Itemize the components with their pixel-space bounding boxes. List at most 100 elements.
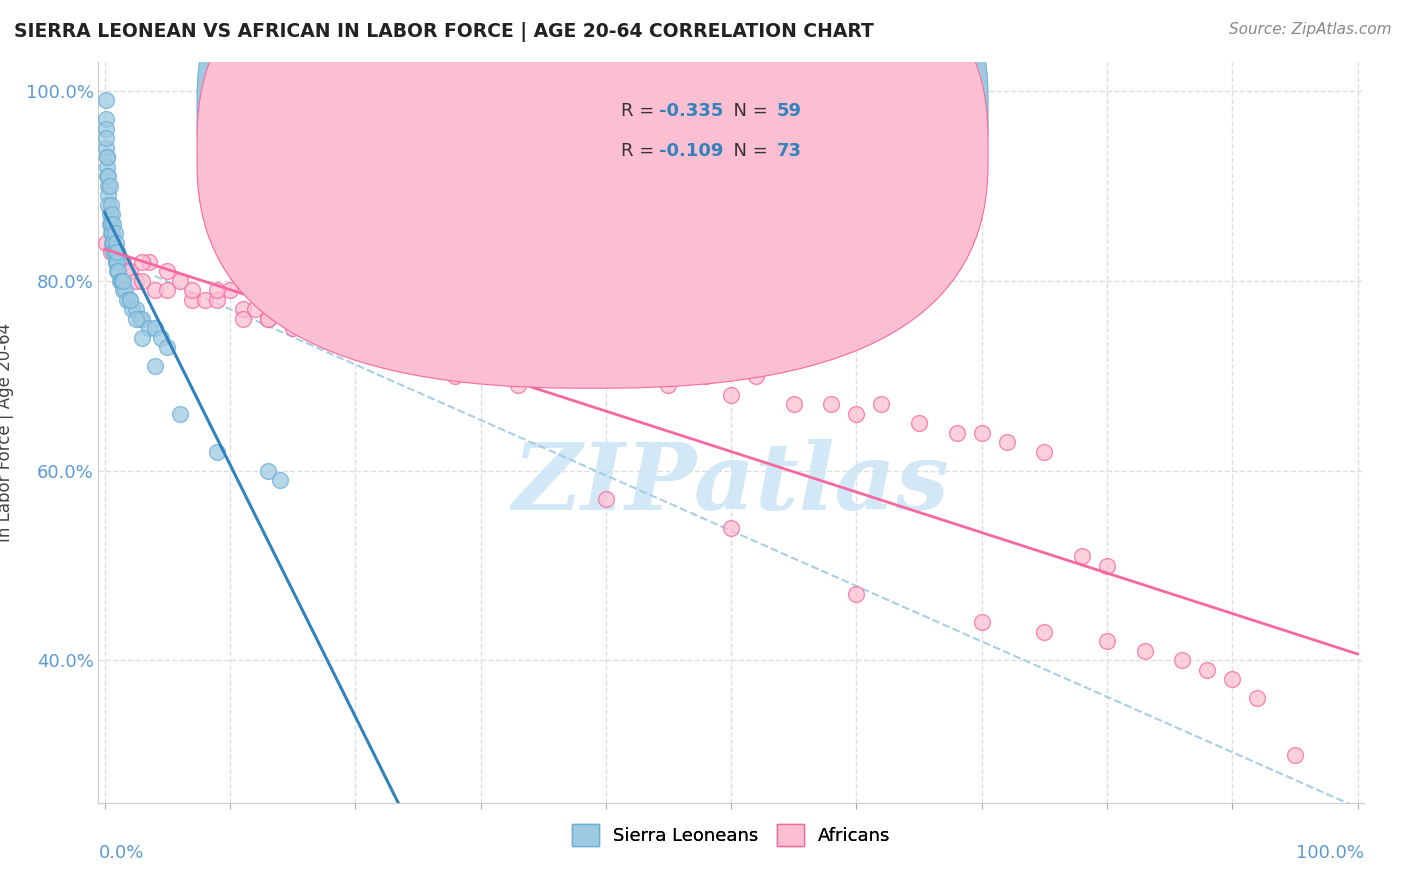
Point — [115, 293, 138, 307]
Point — [96, 160, 118, 174]
Point — [101, 227, 124, 241]
Point — [945, 425, 967, 440]
Point — [101, 207, 124, 221]
Point — [107, 264, 129, 278]
Point — [1171, 653, 1194, 667]
Point — [105, 245, 128, 260]
Point — [281, 321, 304, 335]
Point — [94, 235, 117, 250]
Point — [207, 444, 229, 458]
Point — [115, 264, 138, 278]
Point — [138, 254, 160, 268]
Point — [97, 188, 120, 202]
Point — [118, 293, 141, 307]
Point — [105, 254, 128, 268]
Point — [432, 340, 454, 354]
Point — [128, 311, 150, 326]
Point — [470, 340, 492, 354]
Point — [269, 473, 291, 487]
Text: -0.335: -0.335 — [659, 103, 723, 120]
Point — [97, 169, 120, 184]
Point — [181, 293, 204, 307]
Point — [104, 235, 127, 250]
Point — [94, 131, 117, 145]
Point — [181, 283, 204, 297]
Point — [783, 397, 806, 411]
Point — [108, 274, 131, 288]
Point — [231, 311, 253, 326]
Point — [281, 311, 304, 326]
Point — [112, 274, 135, 288]
Point — [231, 302, 253, 317]
Point — [845, 587, 868, 601]
Point — [100, 198, 122, 212]
Text: N =: N = — [723, 142, 773, 160]
Text: 73: 73 — [776, 142, 801, 160]
Point — [508, 378, 530, 392]
Point — [156, 340, 179, 354]
Point — [745, 368, 768, 383]
Point — [131, 331, 153, 345]
Text: SIERRA LEONEAN VS AFRICAN IN LABOR FORCE | AGE 20-64 CORRELATION CHART: SIERRA LEONEAN VS AFRICAN IN LABOR FORCE… — [14, 22, 875, 42]
Point — [1033, 624, 1056, 639]
Point — [1246, 691, 1268, 706]
Point — [125, 302, 148, 317]
Point — [256, 311, 278, 326]
Point — [995, 435, 1018, 450]
Point — [495, 331, 517, 345]
Point — [319, 331, 342, 345]
Text: 100.0%: 100.0% — [1296, 844, 1364, 862]
Point — [138, 321, 160, 335]
Point — [908, 416, 931, 430]
Point — [1133, 644, 1156, 658]
Point — [105, 245, 128, 260]
Point — [870, 397, 893, 411]
Text: 59: 59 — [776, 103, 801, 120]
Point — [368, 350, 391, 364]
Point — [720, 387, 742, 401]
Point — [1284, 748, 1306, 763]
Point — [121, 302, 143, 317]
Text: R =: R = — [621, 142, 659, 160]
Point — [595, 368, 617, 383]
FancyBboxPatch shape — [197, 0, 988, 349]
Point — [112, 254, 135, 268]
Point — [94, 94, 117, 108]
Point — [103, 235, 125, 250]
Point — [1197, 663, 1219, 677]
FancyBboxPatch shape — [560, 92, 877, 200]
Text: ZIPatlas: ZIPatlas — [513, 440, 949, 530]
Point — [256, 311, 278, 326]
Point — [319, 321, 342, 335]
Point — [406, 321, 429, 335]
Point — [94, 121, 117, 136]
Point — [595, 491, 617, 506]
Point — [269, 302, 291, 317]
Text: R =: R = — [621, 103, 659, 120]
Point — [531, 340, 554, 354]
Point — [150, 331, 173, 345]
Text: -0.109: -0.109 — [659, 142, 723, 160]
Point — [118, 264, 141, 278]
Point — [131, 274, 153, 288]
Point — [103, 245, 125, 260]
Point — [1095, 634, 1118, 648]
Point — [108, 254, 131, 268]
Point — [105, 264, 128, 278]
Point — [96, 150, 118, 164]
Point — [344, 321, 367, 335]
Point — [100, 245, 122, 260]
Point — [695, 368, 717, 383]
Point — [97, 198, 120, 212]
FancyBboxPatch shape — [197, 0, 988, 388]
Point — [1095, 558, 1118, 573]
Point — [368, 331, 391, 345]
Text: Source: ZipAtlas.com: Source: ZipAtlas.com — [1229, 22, 1392, 37]
Y-axis label: In Labor Force | Age 20-64: In Labor Force | Age 20-64 — [0, 323, 14, 542]
Point — [207, 293, 229, 307]
Point — [143, 321, 166, 335]
Point — [98, 207, 121, 221]
Point — [104, 227, 127, 241]
Text: N =: N = — [723, 103, 773, 120]
Point — [96, 150, 118, 164]
